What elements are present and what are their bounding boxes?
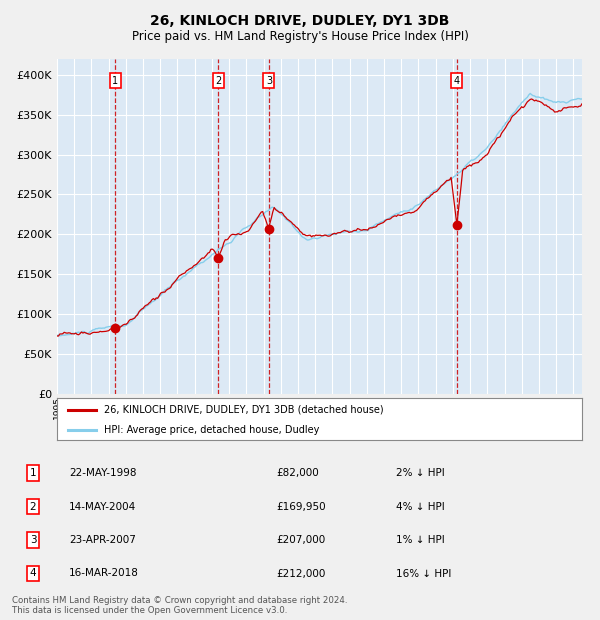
Text: 14-MAY-2004: 14-MAY-2004 [69,502,136,512]
Text: 22-MAY-1998: 22-MAY-1998 [69,468,137,478]
Text: Price paid vs. HM Land Registry's House Price Index (HPI): Price paid vs. HM Land Registry's House … [131,30,469,43]
Text: £207,000: £207,000 [276,535,325,545]
Text: 16% ↓ HPI: 16% ↓ HPI [396,569,451,578]
Text: 4% ↓ HPI: 4% ↓ HPI [396,502,445,512]
Text: 1% ↓ HPI: 1% ↓ HPI [396,535,445,545]
Text: 3: 3 [29,535,37,545]
Text: £82,000: £82,000 [276,468,319,478]
Text: 2: 2 [215,76,221,86]
Text: 3: 3 [266,76,272,86]
Text: Contains HM Land Registry data © Crown copyright and database right 2024.
This d: Contains HM Land Registry data © Crown c… [12,596,347,615]
Text: 4: 4 [454,76,460,86]
Text: 1: 1 [29,468,37,478]
Text: 23-APR-2007: 23-APR-2007 [69,535,136,545]
Text: £169,950: £169,950 [276,502,326,512]
Text: 4: 4 [29,569,37,578]
Text: 16-MAR-2018: 16-MAR-2018 [69,569,139,578]
Text: £212,000: £212,000 [276,569,325,578]
Text: 2% ↓ HPI: 2% ↓ HPI [396,468,445,478]
Text: 26, KINLOCH DRIVE, DUDLEY, DY1 3DB: 26, KINLOCH DRIVE, DUDLEY, DY1 3DB [151,14,449,28]
Text: 26, KINLOCH DRIVE, DUDLEY, DY1 3DB (detached house): 26, KINLOCH DRIVE, DUDLEY, DY1 3DB (deta… [104,405,384,415]
Text: HPI: Average price, detached house, Dudley: HPI: Average price, detached house, Dudl… [104,425,320,435]
Text: 1: 1 [112,76,118,86]
Text: 2: 2 [29,502,37,512]
